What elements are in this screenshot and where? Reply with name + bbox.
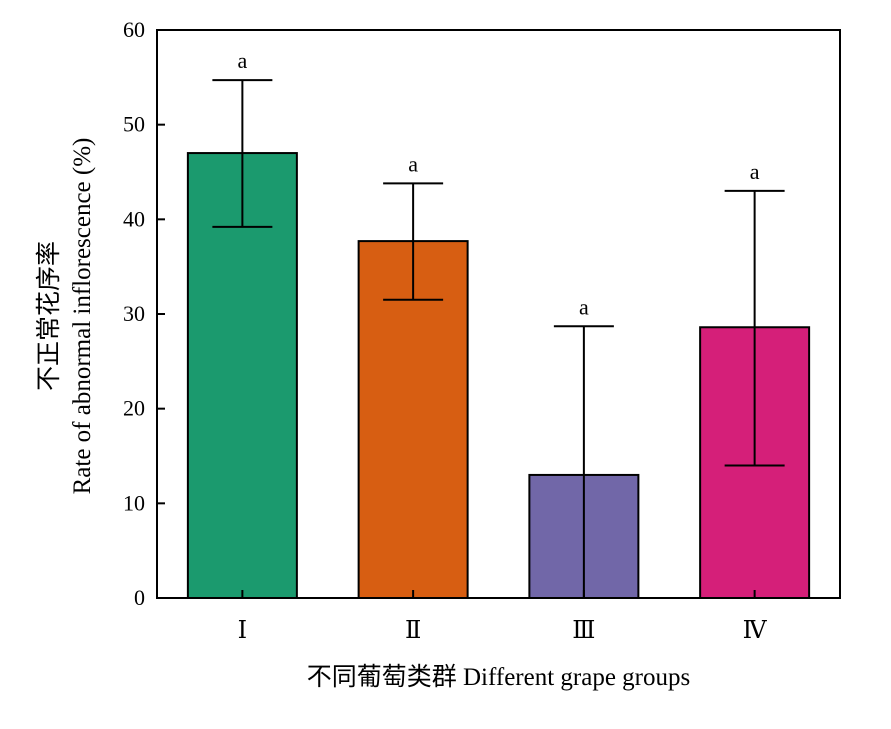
y-tick-label-2: 20 <box>123 396 145 421</box>
significance-label-3: a <box>579 294 589 319</box>
y-tick-label-4: 40 <box>123 206 145 231</box>
significance-label-2: a <box>408 151 418 176</box>
y-tick-label-6: 60 <box>123 17 145 42</box>
x-tick-label-1: Ⅰ <box>238 618 247 644</box>
y-tick-label-5: 50 <box>123 112 145 137</box>
bars <box>186 152 811 600</box>
y-axis-title-cn: 不正常花序率 <box>35 241 63 391</box>
error-bars <box>212 79 785 598</box>
x-tick-label-4: Ⅳ <box>743 618 768 644</box>
x-tick-label-3: Ⅲ <box>572 618 595 644</box>
y-axis-title-en: Rate of abnormal inflorescence (%) <box>69 138 96 495</box>
x-axis: Ⅰ Ⅱ Ⅲ Ⅳ <box>238 590 768 644</box>
y-tick-label-0: 0 <box>134 585 145 610</box>
significance-label-4: a <box>750 159 760 184</box>
y-tick-label-3: 30 <box>123 301 145 326</box>
x-axis-title: 不同葡萄类群 Different grape groups <box>307 663 691 691</box>
x-tick-label-2: Ⅱ <box>405 618 421 644</box>
significance-label-1: a <box>237 48 247 73</box>
y-tick-label-1: 10 <box>123 490 145 515</box>
y-axis: 0 10 20 30 40 50 60 <box>123 17 165 610</box>
significance-labels: a a a a <box>237 48 759 319</box>
